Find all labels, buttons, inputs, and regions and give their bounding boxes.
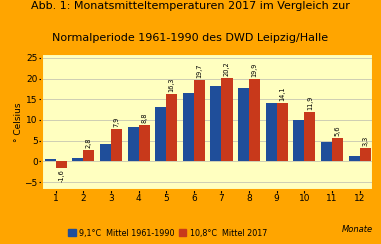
- Bar: [293, 120, 304, 161]
- Text: Abb. 1: Monatsmitteltemperaturen 2017 im Vergleich zur: Abb. 1: Monatsmitteltemperaturen 2017 im…: [31, 1, 350, 11]
- Bar: [304, 112, 315, 161]
- Bar: [238, 89, 249, 161]
- Text: Normalperiode 1961-1990 des DWD Leipzig/Halle: Normalperiode 1961-1990 des DWD Leipzig/…: [53, 33, 328, 43]
- Bar: [166, 94, 177, 161]
- Y-axis label: ° Celsius: ° Celsius: [14, 102, 23, 142]
- Bar: [332, 138, 343, 161]
- Bar: [128, 127, 139, 161]
- Text: 19,9: 19,9: [251, 63, 258, 77]
- Text: 20,2: 20,2: [224, 61, 230, 76]
- Bar: [72, 158, 83, 161]
- Bar: [349, 156, 360, 161]
- Bar: [266, 102, 277, 161]
- Bar: [83, 150, 94, 161]
- Bar: [210, 86, 221, 161]
- Text: 16,3: 16,3: [169, 78, 175, 92]
- Bar: [321, 142, 332, 161]
- Text: 2,8: 2,8: [86, 138, 92, 148]
- Text: 5,6: 5,6: [335, 126, 341, 136]
- Bar: [56, 161, 67, 168]
- Bar: [111, 129, 122, 161]
- Legend: 9,1°C  Mittel 1961-1990, 10,8°C  Mittel 2017: 9,1°C Mittel 1961-1990, 10,8°C Mittel 20…: [68, 229, 267, 237]
- Text: 3,3: 3,3: [362, 136, 368, 146]
- Text: 11,9: 11,9: [307, 96, 313, 110]
- Bar: [183, 93, 194, 161]
- Bar: [100, 144, 111, 161]
- Bar: [139, 125, 150, 161]
- Bar: [194, 80, 205, 161]
- Bar: [45, 159, 56, 161]
- Text: 14,1: 14,1: [279, 87, 285, 101]
- Text: -1,6: -1,6: [58, 170, 64, 182]
- Text: 19,7: 19,7: [196, 64, 202, 78]
- Bar: [221, 78, 232, 161]
- Bar: [277, 103, 288, 161]
- Bar: [155, 107, 166, 161]
- Text: 7,9: 7,9: [114, 117, 120, 127]
- Text: Monate: Monate: [342, 225, 373, 234]
- Bar: [249, 79, 260, 161]
- Text: 8,8: 8,8: [141, 113, 147, 123]
- Bar: [360, 148, 371, 161]
